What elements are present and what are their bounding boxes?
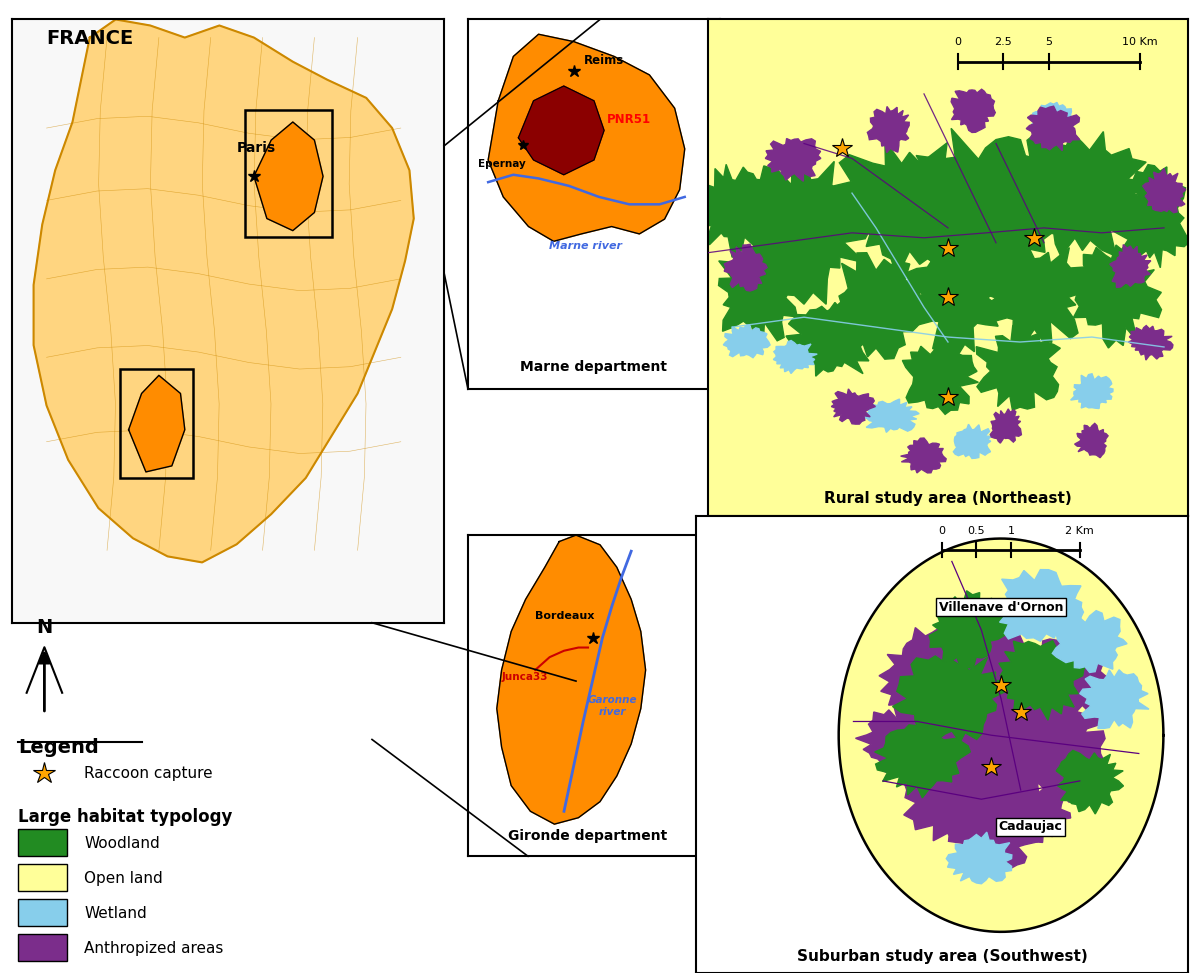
Polygon shape	[690, 164, 772, 259]
Text: Marne department: Marne department	[521, 360, 667, 375]
Text: Large habitat typology: Large habitat typology	[18, 809, 232, 826]
Polygon shape	[901, 438, 946, 473]
Text: Epernay: Epernay	[478, 160, 526, 169]
Text: Woodland: Woodland	[84, 836, 160, 851]
Polygon shape	[976, 326, 1061, 411]
Polygon shape	[994, 569, 1084, 641]
Bar	[18, 899, 67, 925]
Text: Legend: Legend	[18, 739, 98, 757]
Text: 10 Km: 10 Km	[1122, 37, 1158, 47]
Polygon shape	[947, 802, 1038, 871]
Polygon shape	[1027, 634, 1118, 720]
Polygon shape	[827, 140, 989, 276]
Polygon shape	[839, 539, 1164, 932]
Bar	[18, 829, 67, 855]
Polygon shape	[817, 253, 935, 359]
Bar	[245, 110, 331, 236]
Text: Garonne
river: Garonne river	[587, 696, 637, 717]
Text: Wetland: Wetland	[84, 906, 148, 921]
Polygon shape	[1056, 750, 1123, 814]
Text: Rural study area (Northeast): Rural study area (Northeast)	[824, 490, 1072, 506]
Polygon shape	[991, 780, 1070, 843]
Polygon shape	[1070, 374, 1112, 409]
Polygon shape	[947, 832, 1012, 883]
Text: 0.5: 0.5	[967, 526, 985, 536]
Polygon shape	[998, 640, 1086, 720]
Text: PNR51: PNR51	[607, 113, 650, 126]
Polygon shape	[980, 240, 1091, 342]
Polygon shape	[1032, 102, 1075, 137]
Polygon shape	[497, 535, 646, 824]
Polygon shape	[34, 19, 414, 562]
Polygon shape	[1128, 326, 1172, 360]
Text: Paris: Paris	[236, 141, 276, 155]
Polygon shape	[719, 240, 797, 345]
Text: FRANCE: FRANCE	[47, 28, 134, 48]
Text: 1: 1	[1007, 526, 1014, 536]
Polygon shape	[1069, 240, 1162, 348]
Text: Gironde department: Gironde department	[509, 829, 667, 844]
Polygon shape	[128, 376, 185, 472]
Text: Open land: Open land	[84, 871, 163, 886]
Text: 0: 0	[954, 37, 961, 47]
Bar	[18, 934, 67, 960]
Polygon shape	[1052, 611, 1127, 672]
Polygon shape	[953, 424, 991, 458]
Text: Junca33: Junca33	[502, 671, 548, 682]
Text: Villenave d'Ornon: Villenave d'Ornon	[938, 600, 1063, 614]
Polygon shape	[875, 722, 971, 798]
Polygon shape	[1110, 244, 1151, 287]
Text: 2.5: 2.5	[995, 37, 1012, 47]
Text: 0: 0	[938, 526, 946, 536]
Polygon shape	[518, 86, 604, 175]
Polygon shape	[1026, 106, 1080, 151]
Polygon shape	[766, 138, 821, 181]
Polygon shape	[906, 232, 1006, 356]
Polygon shape	[893, 656, 1009, 742]
Polygon shape	[904, 128, 1086, 281]
Polygon shape	[860, 399, 919, 432]
Polygon shape	[904, 734, 1034, 845]
Text: N: N	[36, 618, 53, 636]
Polygon shape	[1080, 669, 1148, 729]
Polygon shape	[254, 122, 323, 231]
Bar	[18, 864, 67, 890]
Polygon shape	[995, 712, 1105, 804]
Text: Raccoon capture: Raccoon capture	[84, 766, 212, 781]
Polygon shape	[880, 628, 986, 718]
Polygon shape	[952, 90, 995, 132]
Polygon shape	[1075, 423, 1108, 457]
Polygon shape	[832, 389, 876, 424]
Polygon shape	[894, 631, 1110, 811]
Polygon shape	[488, 34, 685, 241]
Polygon shape	[868, 106, 910, 153]
Text: Cadaujac: Cadaujac	[998, 820, 1062, 833]
Polygon shape	[725, 244, 767, 291]
Polygon shape	[1003, 131, 1153, 256]
Text: Suburban study area (Southwest): Suburban study area (Southwest)	[797, 949, 1087, 964]
Text: 5: 5	[1045, 37, 1052, 47]
Polygon shape	[1142, 168, 1186, 213]
Polygon shape	[856, 709, 952, 777]
Polygon shape	[786, 303, 870, 377]
Polygon shape	[990, 409, 1021, 443]
Polygon shape	[724, 325, 770, 358]
Text: Bordeaux: Bordeaux	[535, 611, 594, 621]
Polygon shape	[1115, 164, 1189, 268]
Text: Anthropized areas: Anthropized areas	[84, 941, 223, 956]
Bar	[120, 370, 193, 478]
Text: Marne river: Marne river	[548, 240, 622, 251]
Polygon shape	[736, 147, 871, 305]
Polygon shape	[902, 340, 978, 414]
Polygon shape	[773, 341, 817, 374]
Text: Reims: Reims	[584, 54, 624, 67]
Polygon shape	[929, 591, 1009, 668]
Text: 2 Km: 2 Km	[1066, 526, 1094, 536]
